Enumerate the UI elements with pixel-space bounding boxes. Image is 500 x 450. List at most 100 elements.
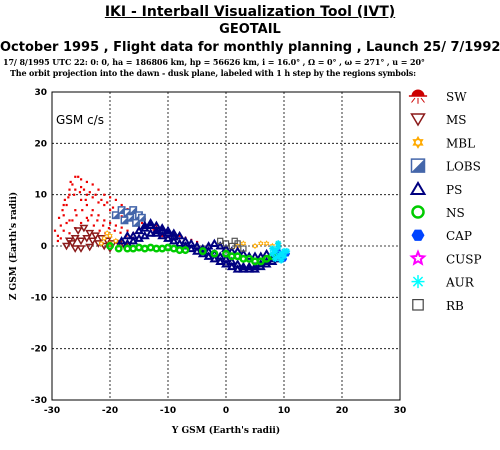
legend-label-lobs: LOBS <box>446 160 481 174</box>
data-point-aur-stroke <box>275 240 281 247</box>
data-point-ps <box>244 261 255 271</box>
data-point-ps <box>232 264 243 273</box>
data-point-sw <box>103 219 106 222</box>
data-point-rb <box>217 237 224 245</box>
data-point-lobs-fill <box>112 212 119 219</box>
data-point-ms <box>70 245 80 253</box>
legend-symbol-sw-ray <box>411 97 416 103</box>
data-point-ps <box>215 256 226 265</box>
data-point-sw <box>74 209 77 212</box>
data-point-ps <box>168 236 179 245</box>
legend-symbol-ns <box>411 205 425 219</box>
data-point-sw <box>107 227 111 230</box>
data-point-lobs-fill <box>138 214 146 221</box>
y-tick-label: 20 <box>34 139 47 149</box>
data-point-mbl-centre <box>114 239 117 242</box>
data-point-sw <box>59 237 62 240</box>
legend-label-aur: AUR <box>445 276 475 290</box>
data-point-sw <box>62 229 65 232</box>
legend-symbol-ms <box>410 113 426 127</box>
data-point-sw <box>53 229 57 232</box>
legend-label-ns: NS <box>446 206 465 220</box>
legend-symbol-rb <box>412 299 424 311</box>
data-point-sw <box>56 234 59 237</box>
data-point-sw <box>82 188 86 191</box>
data-point-sw <box>91 209 94 212</box>
data-point-ms <box>61 242 72 251</box>
data-point-aur-stroke <box>272 256 279 262</box>
data-point-ns <box>140 244 149 253</box>
data-point-sw <box>61 209 64 212</box>
data-point-sw <box>109 209 112 212</box>
x-tick-label: -20 <box>102 406 118 416</box>
x-tick-label: -10 <box>160 406 176 416</box>
data-point-ns <box>181 246 190 255</box>
x-tick-label: -30 <box>44 406 60 416</box>
data-point-sw <box>84 198 87 201</box>
data-point-sw <box>68 232 71 235</box>
x-axis-label: Y GSM (Earth's radii) <box>171 425 280 436</box>
legend-symbol-sw-ray <box>420 97 425 103</box>
data-point-ps <box>174 238 185 247</box>
data-point-ps <box>168 231 179 241</box>
y-tick-label: -20 <box>31 345 47 355</box>
data-point-ps <box>163 233 173 242</box>
data-point-ps <box>163 228 173 237</box>
data-point-ns <box>164 243 172 252</box>
data-point-ns <box>222 249 230 258</box>
data-point-sw <box>68 193 71 196</box>
data-point-sw <box>88 191 91 194</box>
data-point-sw <box>68 188 71 191</box>
legend-symbol-mbl-centre <box>415 140 421 145</box>
data-point-lobs-fill <box>118 206 125 214</box>
plot-area: -30 -20 -10 0 10 20 30 -30 -20 -10 0 10 20 30 <box>31 88 407 416</box>
data-point-rb <box>222 240 230 247</box>
data-point-sw <box>120 203 123 207</box>
data-point-mbl-centre <box>108 234 112 237</box>
data-point-ms <box>79 224 89 233</box>
y-tick-label: 30 <box>34 88 47 98</box>
data-point-ms <box>67 240 77 248</box>
data-point-sw <box>77 175 80 178</box>
page-title: IKI - Interball Visualization Tool (IVT) <box>104 4 396 20</box>
data-point-mbl-centre <box>105 232 109 235</box>
data-point-sw <box>113 229 116 232</box>
data-point-ps <box>116 236 127 245</box>
data-point-ps <box>244 264 255 273</box>
data-point-sw <box>97 214 100 217</box>
data-point-aur-stroke <box>281 253 287 260</box>
data-point-sw <box>97 188 100 191</box>
data-point-sw <box>80 185 83 189</box>
data-point-ps <box>157 223 168 232</box>
data-point-sw <box>86 219 90 222</box>
data-point-sw <box>94 193 97 196</box>
data-point-ps <box>238 261 249 271</box>
data-point-sw <box>65 203 68 207</box>
data-point-ps <box>238 264 249 273</box>
data-point-ms <box>73 227 83 235</box>
data-point-sw <box>59 224 62 227</box>
legend-symbol-lobs-fill <box>411 159 425 173</box>
data-point-sw <box>178 234 181 237</box>
data-point-ms <box>90 232 101 241</box>
data-point-sw <box>140 221 144 225</box>
legend-symbol-aur-stroke <box>412 276 424 287</box>
data-point-sw <box>126 229 129 232</box>
data-point-sw <box>109 221 112 225</box>
data-point-sw <box>71 219 74 222</box>
data-point-sw <box>80 198 83 201</box>
data-point-ns <box>233 252 242 261</box>
legend-label-ps: PS <box>446 183 462 197</box>
data-point-ns <box>245 254 254 263</box>
spacecraft-name: GEOTAIL <box>219 22 281 37</box>
data-point-sw <box>106 201 109 204</box>
data-point-ns <box>198 247 207 256</box>
data-point-ms <box>99 242 109 251</box>
y-tick-label: 0 <box>41 242 47 252</box>
data-point-sw <box>75 214 78 217</box>
data-point-sw <box>114 198 117 201</box>
legend-label-cusp: CUSP <box>446 252 482 266</box>
data-point-sw <box>152 228 155 231</box>
data-point-sw <box>78 191 82 194</box>
legend: SW MS MBL LOBS PS NS CAP CUSP AUR RB <box>408 89 482 313</box>
